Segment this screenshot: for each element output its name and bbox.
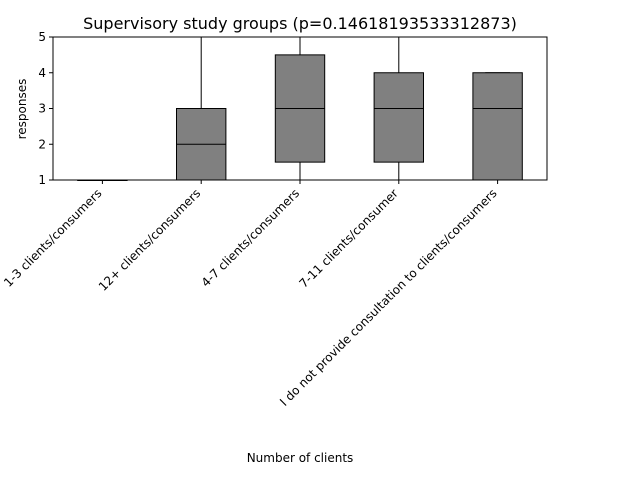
x-tick-label: 4-7 clients/consumers [199, 186, 302, 289]
y-tick-label: 5 [38, 30, 46, 44]
y-tick-label: 1 [38, 173, 46, 187]
box-iqr [472, 72, 523, 181]
y-tick-label: 3 [38, 102, 46, 116]
y-axis-label: responses [15, 79, 29, 140]
box-iqr [373, 72, 425, 163]
chart-title: Supervisory study groups (p=0.1461819353… [83, 14, 517, 33]
y-tick-label: 4 [38, 66, 46, 80]
box-2 [176, 36, 227, 181]
box-4 [373, 36, 425, 181]
box-5 [472, 72, 523, 181]
x-tick-label: 12+ clients/consumers [96, 186, 204, 294]
x-tick-label: 7-11 clients/consumer [296, 186, 400, 290]
x-axis-label: Number of clients [247, 451, 354, 465]
x-tick-label: I do not provide consultation to clients… [277, 186, 500, 409]
box-3 [274, 36, 326, 181]
x-tick-label: 1-3 clients/consumers [1, 186, 104, 289]
y-tick-label: 2 [38, 137, 46, 151]
